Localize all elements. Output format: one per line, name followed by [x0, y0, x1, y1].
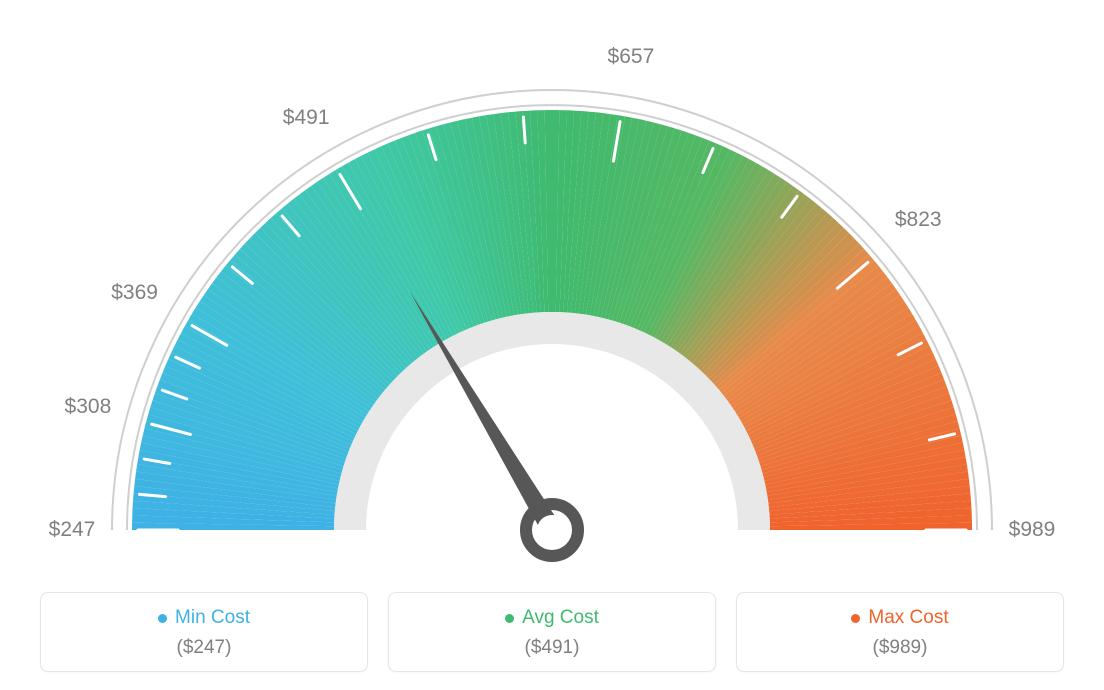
- gauge-tick-label: $308: [65, 395, 112, 419]
- legend-title-min: Min Cost: [175, 607, 250, 629]
- cost-gauge-widget: $247 $308 $369 $491 $657 $823 $989 Min Cost ($…: [0, 0, 1104, 690]
- legend-value-min: ($247): [51, 637, 357, 659]
- gauge-tick-label: $491: [283, 106, 330, 130]
- legend-title-max: Max Cost: [868, 607, 948, 629]
- gauge-tick-label: $989: [1009, 518, 1056, 542]
- gauge-chart: $247 $308 $369 $491 $657 $823 $989: [0, 0, 1104, 570]
- gauge-tick-label: $823: [895, 208, 942, 232]
- legend-row: Min Cost ($247) Avg Cost ($491) Max Cost…: [40, 592, 1064, 672]
- gauge-tick-label: $247: [49, 518, 96, 542]
- legend-card-min: Min Cost ($247): [40, 592, 368, 672]
- legend-dot-avg: [505, 614, 514, 623]
- legend-card-max: Max Cost ($989): [736, 592, 1064, 672]
- legend-dot-min: [158, 614, 167, 623]
- legend-value-max: ($989): [747, 637, 1053, 659]
- legend-card-avg: Avg Cost ($491): [388, 592, 716, 672]
- gauge-tick-label: $657: [608, 45, 655, 69]
- legend-title-avg: Avg Cost: [522, 607, 599, 629]
- legend-dot-max: [851, 614, 860, 623]
- legend-value-avg: ($491): [399, 637, 705, 659]
- gauge-tick-label: $369: [111, 281, 158, 305]
